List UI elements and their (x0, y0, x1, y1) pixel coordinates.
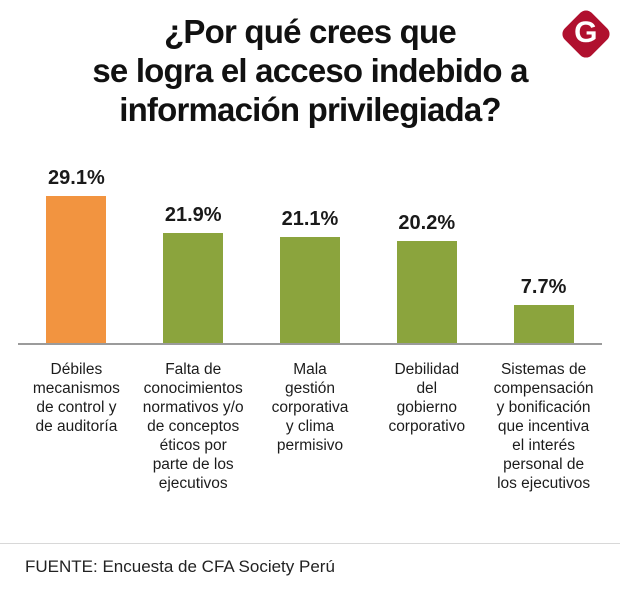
category-label: Falta de conocimientos normativos y/o de… (142, 361, 244, 492)
bar-column: 29.1% (18, 160, 135, 344)
source-text: FUENTE: Encuesta de CFA Society Perú (25, 557, 335, 576)
value-label: 20.2% (398, 212, 456, 235)
bar-column: 20.2% (368, 160, 485, 344)
bar-column: 21.9% (135, 160, 252, 344)
category-label: Sistemas de compensación y bonificación … (493, 361, 594, 492)
bar-chart: 29.1% 21.9% 21.1% 20.2% 7.7% (18, 160, 602, 344)
bar (46, 196, 107, 344)
footer-divider (0, 543, 620, 544)
category-label: Débiles mecanismos de control y de audit… (32, 361, 120, 435)
value-label: 21.1% (281, 207, 339, 230)
category-label: Mala gestión corporativa y clima permisi… (271, 361, 349, 454)
bar (279, 236, 340, 344)
page-title: ¿Por qué crees que se logra el acceso in… (92, 13, 528, 128)
category-label: Debilidad del gobierno corporativo (388, 361, 466, 435)
x-axis-baseline (18, 343, 602, 345)
bar (396, 241, 457, 344)
brand-logo-letter: G (574, 16, 598, 49)
bar-column: 7.7% (485, 160, 602, 344)
bar-column: 21.1% (252, 160, 369, 344)
value-label: 29.1% (48, 167, 105, 190)
value-label: 7.7% (520, 275, 567, 298)
category-labels-row: Débiles mecanismos de control y de audit… (18, 360, 602, 493)
value-label: 21.9% (164, 203, 222, 226)
bar (163, 232, 224, 344)
bar (513, 304, 574, 344)
